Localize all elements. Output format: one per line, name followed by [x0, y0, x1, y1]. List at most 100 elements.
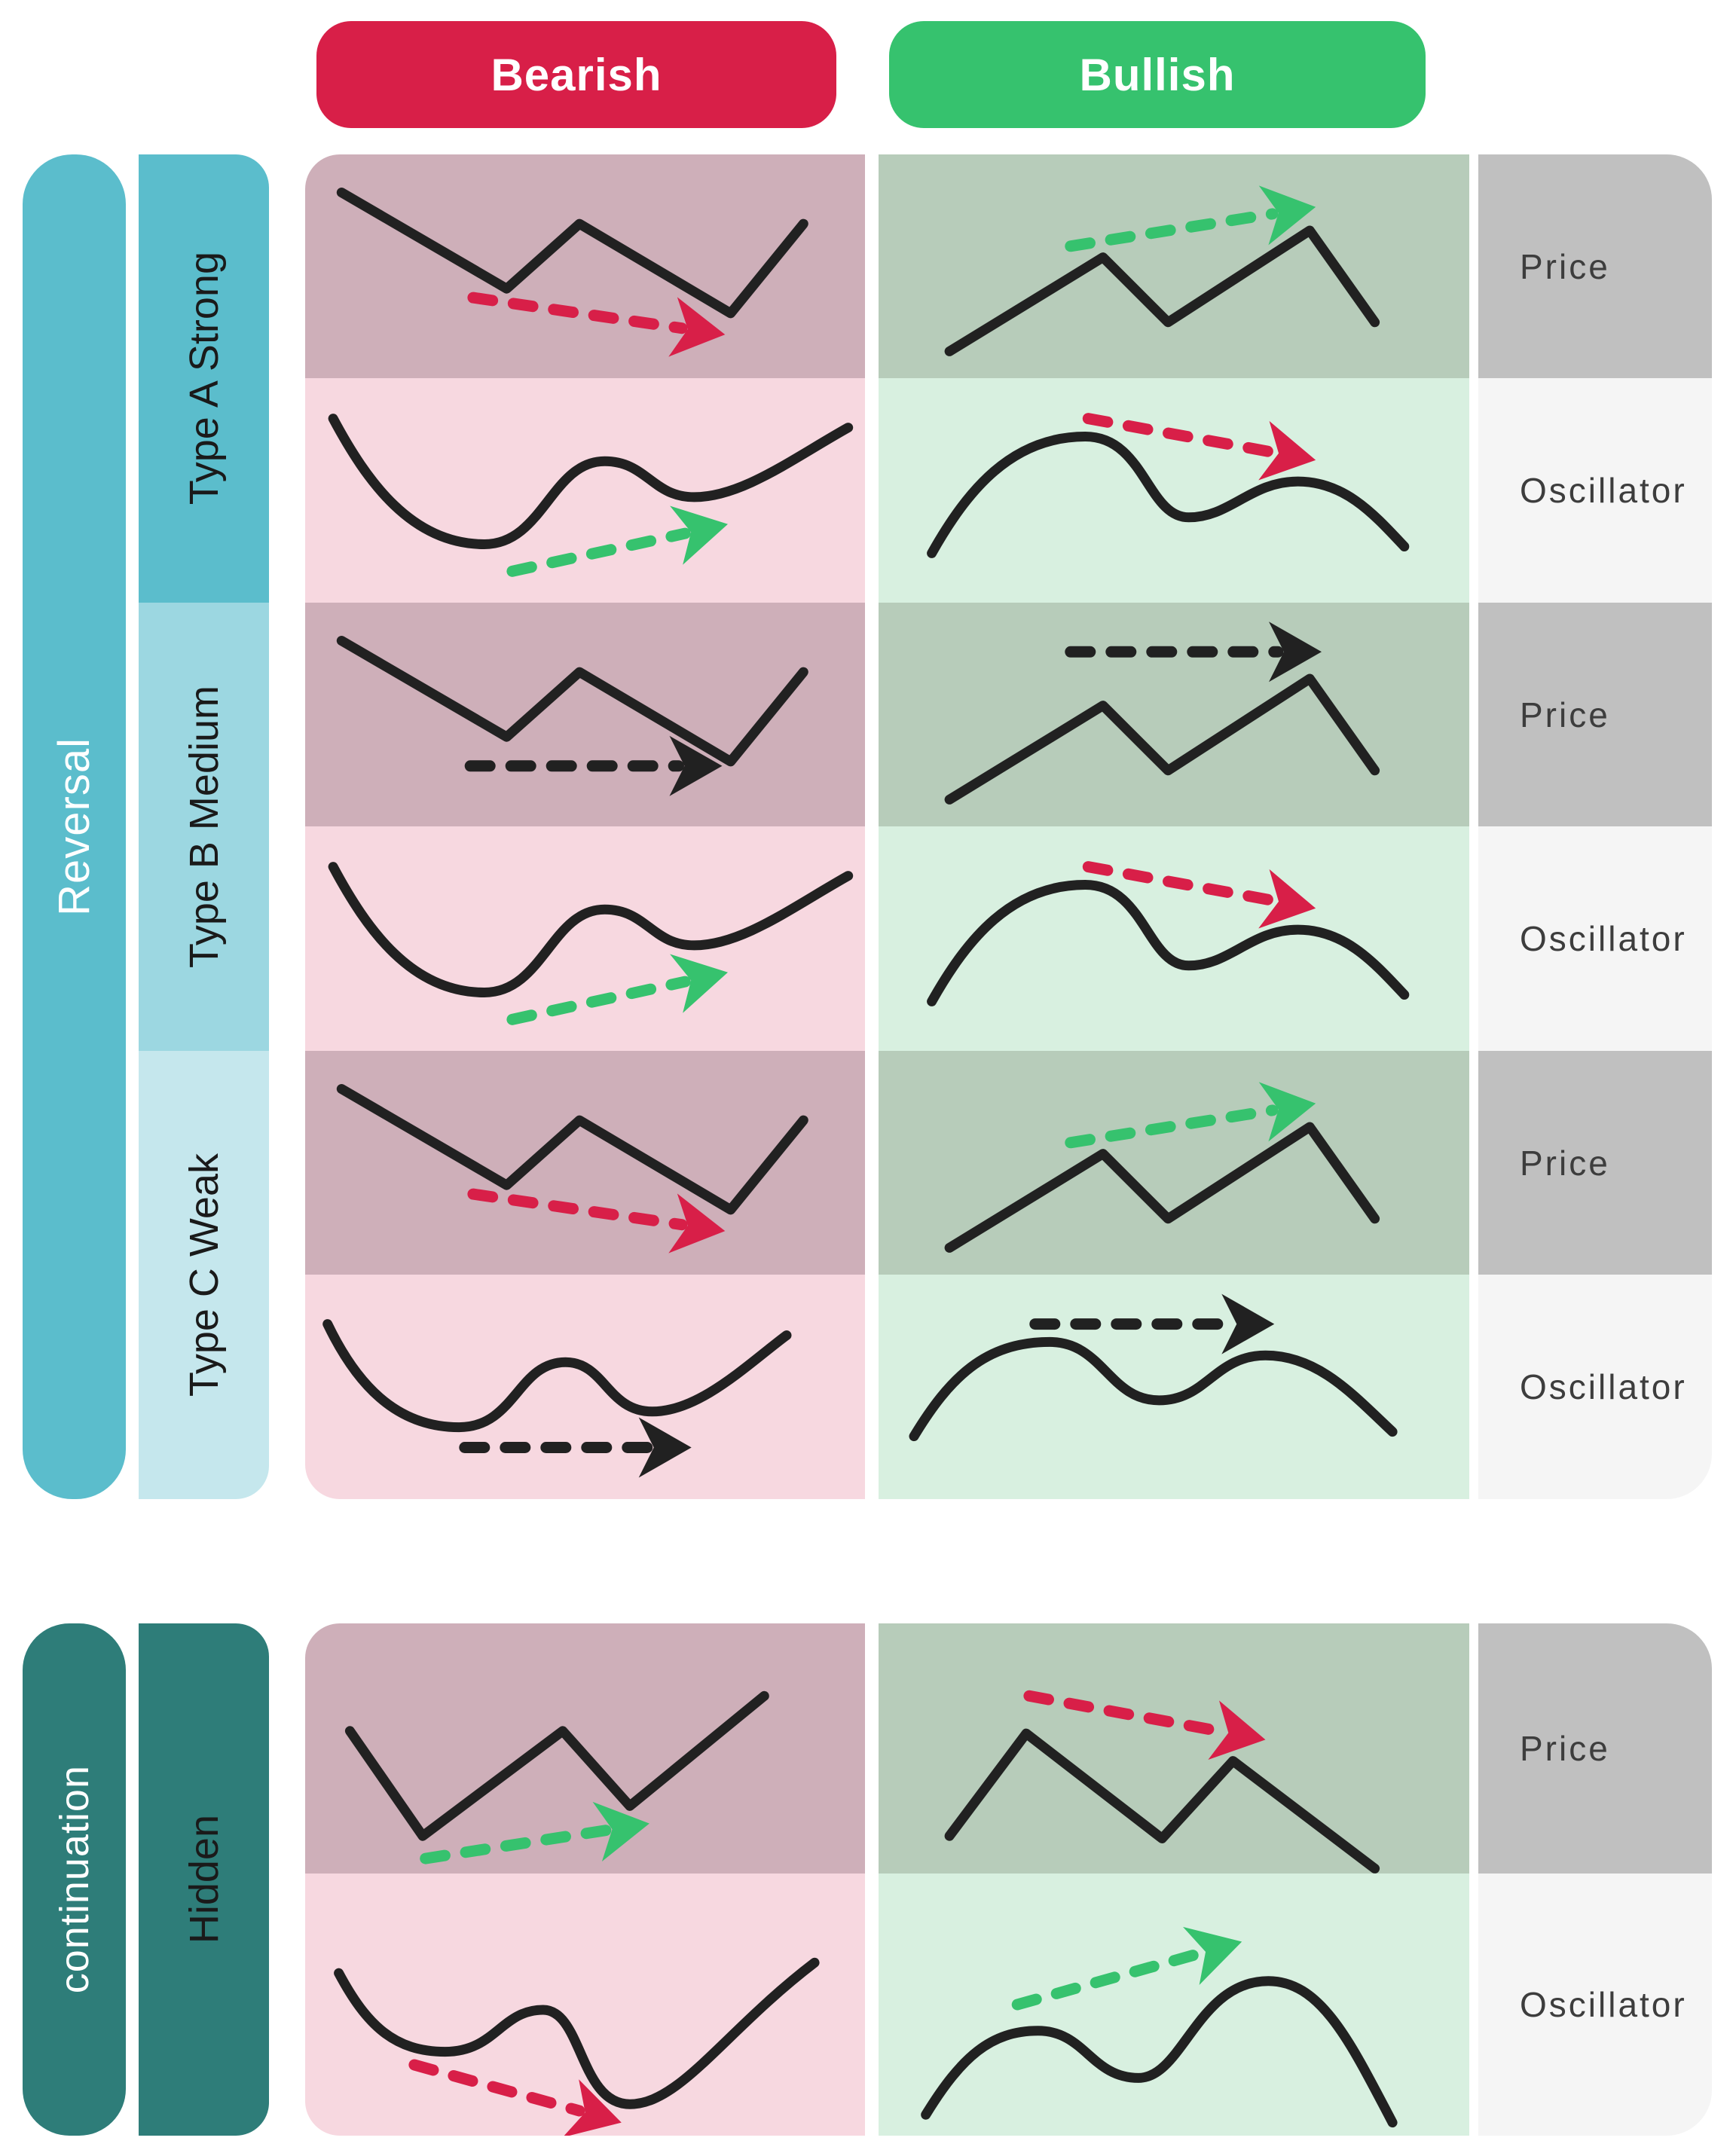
- bullish-column-header-label: Bullish: [1079, 49, 1236, 100]
- group-pill-type-a-strong: Type A Strong: [139, 154, 269, 603]
- cell-drawing: [944, 621, 1380, 805]
- trend-arrow-dashes: [420, 1825, 613, 1864]
- trend-arrow-head-icon: [562, 2079, 622, 2136]
- trend-arrow-head-icon: [1269, 621, 1322, 683]
- cell-drawing: [921, 1926, 1398, 2128]
- row-label-price-4: Price: [1478, 1623, 1712, 1874]
- double-top-wave-line: [921, 1976, 1398, 2128]
- section-pill-reversal: Reversal: [23, 154, 126, 1499]
- row-label-text: Oscillator: [1520, 1367, 1687, 1406]
- row-label-oscillator-2: Oscillator: [1478, 826, 1712, 1051]
- cell-drawing: [909, 1293, 1398, 1442]
- trend-arrow-dashes: [408, 2059, 585, 2117]
- row-label-oscillator-1: Oscillator: [1478, 378, 1712, 603]
- rising-zigzag-line: [344, 1690, 769, 1841]
- row-label-price-1: Price: [1478, 154, 1712, 378]
- cell-reversal-type-a-bullish-price: [879, 154, 1469, 378]
- section-label-continuation: continuation: [51, 1765, 97, 1994]
- row-label-text: Oscillator: [1520, 471, 1687, 510]
- trend-arrow-dashes: [1011, 1947, 1206, 2011]
- cell-drawing: [336, 1084, 808, 1254]
- cell-drawing: [336, 188, 808, 357]
- cell-continuation-hidden-bullish-price: [879, 1623, 1469, 1874]
- cell-continuation-hidden-bearish-price: [305, 1623, 865, 1874]
- cell-reversal-type-b-bullish-price: [879, 603, 1469, 826]
- trend-arrow-head-icon: [1258, 420, 1316, 481]
- group-pill-type-b-medium: Type B Medium: [139, 603, 269, 1051]
- trend-arrow-dashes: [506, 976, 691, 1025]
- cell-drawing: [927, 413, 1410, 558]
- rising-zigzag-line: [944, 673, 1380, 805]
- cell-drawing: [944, 1690, 1380, 1874]
- cell-drawing: [944, 1082, 1380, 1253]
- cell-reversal-type-c-bullish-oscillator: [879, 1275, 1469, 1499]
- falling-zigzag-line: [336, 188, 808, 319]
- trend-arrow-head-icon: [1258, 185, 1316, 246]
- trend-arrow-head-icon: [1258, 1082, 1316, 1142]
- cell-reversal-type-c-bearish-oscillator: [305, 1275, 865, 1499]
- trend-arrow-head-icon: [638, 1417, 692, 1478]
- falling-zigzag-line: [336, 636, 808, 767]
- trend-arrow-dashes: [1082, 413, 1279, 458]
- bearish-column-header: Bearish: [316, 21, 836, 128]
- trend-arrow-head-icon: [1258, 869, 1316, 929]
- trend-arrow-head-icon: [670, 954, 728, 1013]
- row-label-oscillator-4: Oscillator: [1478, 1874, 1712, 2136]
- row-label-text: Oscillator: [1520, 1985, 1687, 2024]
- trend-arrow-head-icon: [668, 1193, 726, 1254]
- double-top-wave-line: [909, 1336, 1398, 1442]
- trend-arrow-head-icon: [592, 1801, 649, 1861]
- cell-drawing: [344, 1690, 769, 1864]
- double-bottom-wave-line: [322, 1319, 792, 1433]
- group-label-hidden: Hidden: [181, 1815, 227, 1944]
- group-pill-type-c-weak: Type C Weak: [139, 1051, 269, 1499]
- cell-drawing: [336, 636, 808, 796]
- group-label-type-a-strong: Type A Strong: [181, 252, 227, 505]
- trend-arrow-head-icon: [668, 297, 726, 357]
- cell-reversal-type-b-bullish-oscillator: [879, 826, 1469, 1051]
- cell-drawing: [328, 862, 854, 1025]
- trend-arrow-head-icon: [669, 735, 723, 796]
- row-label-text: Price: [1520, 1143, 1610, 1183]
- cell-reversal-type-a-bearish-oscillator: [305, 378, 865, 603]
- group-label-type-b-medium: Type B Medium: [181, 685, 227, 969]
- falling-zigzag-line: [336, 1084, 808, 1215]
- section-pill-continuation: continuation: [23, 1623, 126, 2136]
- cell-drawing: [322, 1319, 792, 1478]
- trend-arrow-dashes: [1023, 1690, 1228, 1738]
- cell-drawing: [944, 185, 1380, 356]
- bearish-column-header-label: Bearish: [491, 49, 662, 100]
- cell-reversal-type-b-bearish-oscillator: [305, 826, 865, 1051]
- row-label-price-3: Price: [1478, 1051, 1712, 1275]
- trend-arrow-dashes: [1065, 208, 1279, 252]
- cell-reversal-type-a-bullish-oscillator: [879, 378, 1469, 603]
- row-label-price-2: Price: [1478, 603, 1712, 826]
- section-label-reversal: Reversal: [50, 737, 99, 916]
- cell-reversal-type-c-bearish-price: [305, 1051, 865, 1275]
- row-label-text: Price: [1520, 695, 1610, 734]
- double-bottom-wave-line: [328, 862, 854, 997]
- cell-continuation-hidden-bearish-oscillator: [305, 1874, 865, 2136]
- trend-arrow-head-icon: [1221, 1293, 1275, 1354]
- double-top-wave-line: [927, 432, 1410, 558]
- cell-reversal-type-a-bearish-price: [305, 154, 865, 378]
- trend-arrow-dashes: [467, 1188, 688, 1231]
- group-label-type-c-weak: Type C Weak: [181, 1153, 227, 1397]
- row-label-text: Price: [1520, 246, 1610, 286]
- row-label-text: Price: [1520, 1729, 1610, 1768]
- row-label-oscillator-3: Oscillator: [1478, 1275, 1712, 1499]
- group-pill-hidden: Hidden: [139, 1623, 269, 2136]
- trend-arrow-dashes: [1082, 861, 1279, 906]
- trend-arrow-head-icon: [670, 505, 728, 565]
- bullish-column-header: Bullish: [889, 21, 1426, 128]
- trend-arrow-head-icon: [1182, 1926, 1242, 1985]
- cell-drawing: [328, 414, 854, 577]
- cell-drawing: [927, 861, 1410, 1006]
- cell-reversal-type-b-bearish-price: [305, 603, 865, 826]
- cell-reversal-type-c-bullish-price: [879, 1051, 1469, 1275]
- row-label-text: Oscillator: [1520, 919, 1687, 958]
- cell-continuation-hidden-bullish-oscillator: [879, 1874, 1469, 2136]
- cell-drawing: [334, 1957, 820, 2136]
- trend-arrow-head-icon: [1208, 1700, 1266, 1760]
